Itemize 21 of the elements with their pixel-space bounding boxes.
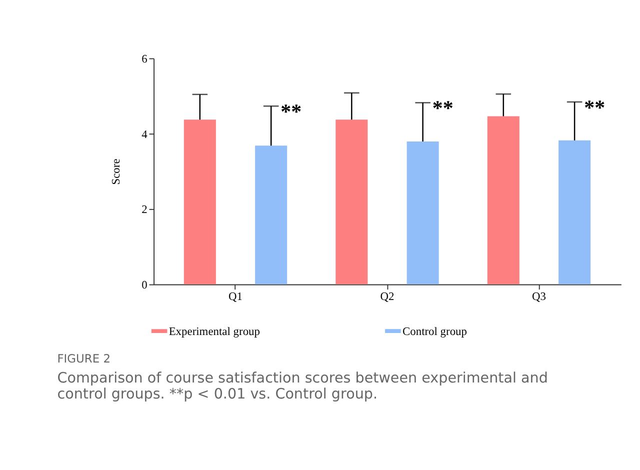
bar <box>487 116 520 284</box>
data-label: ** <box>432 96 454 120</box>
legend-label: Experimental group <box>168 326 260 338</box>
x-tick-label: Q1 <box>228 291 243 304</box>
x-tick-label: Q2 <box>380 291 395 304</box>
x-tick-label: Q3 <box>532 291 546 304</box>
caption: FIGURE 2 <box>57 352 111 366</box>
y-axis-title: Score <box>110 158 123 185</box>
bar <box>255 146 288 284</box>
legend-label: Control group <box>402 326 468 338</box>
data-label: ** <box>280 100 302 124</box>
bar <box>558 140 591 284</box>
y-tick-label: 4 <box>142 128 148 141</box>
y-tick-label: 0 <box>142 280 148 292</box>
text: Comparison of course satisfaction scores between experimental and control groups. **p < 0.01 vs. Control group. <box>57 370 548 403</box>
bar <box>184 120 216 284</box>
y-tick-label: 6 <box>142 54 148 66</box>
y-tick-label: 2 <box>142 204 148 216</box>
data-label: ** <box>584 95 606 120</box>
bar <box>406 142 439 284</box>
bar <box>336 120 368 284</box>
